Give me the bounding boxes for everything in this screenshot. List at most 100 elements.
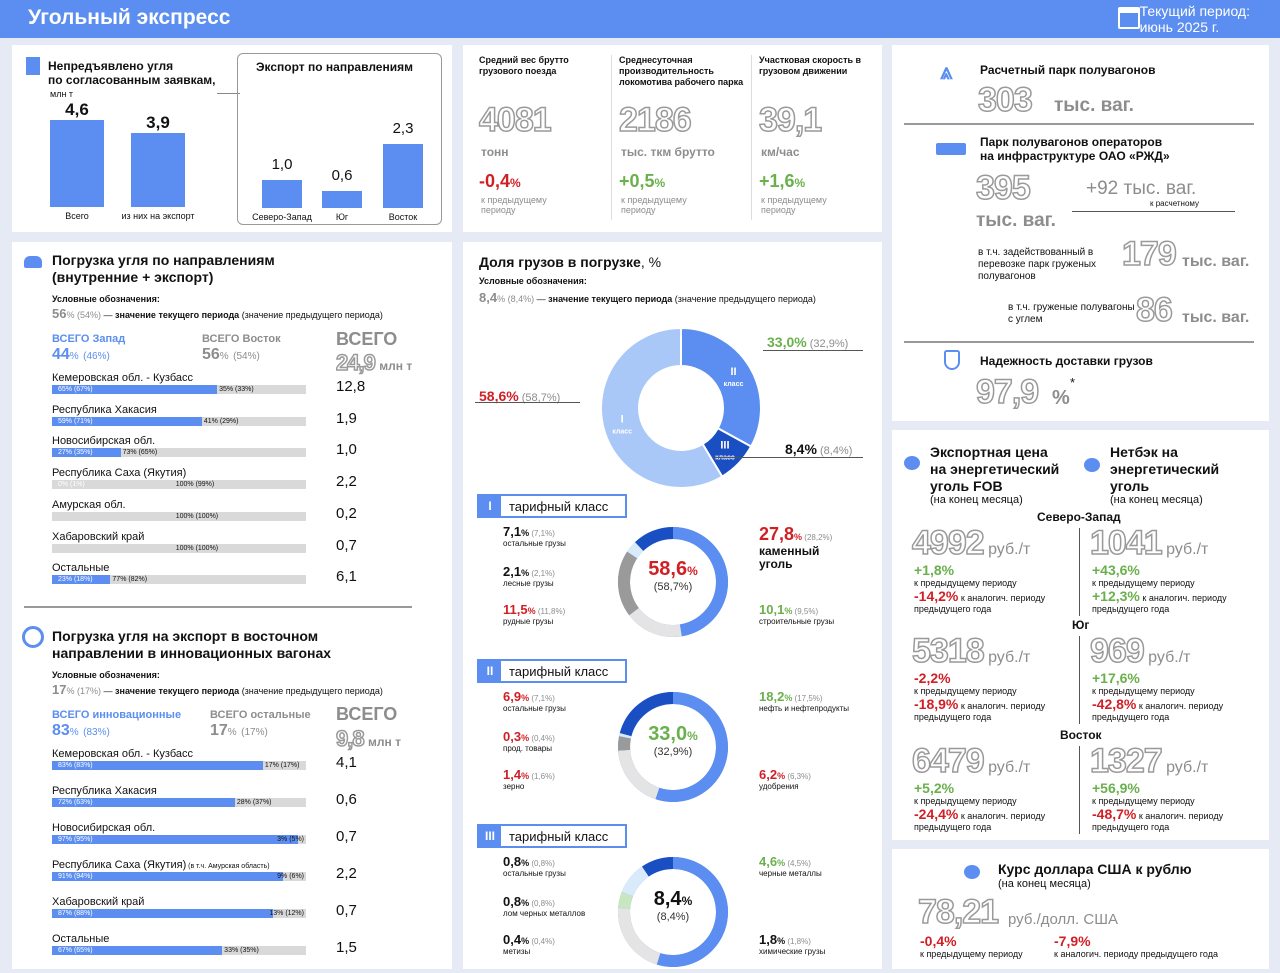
- kpi-title: Участковая скорость в грузовом движении: [759, 55, 862, 76]
- innov-a-total: 83% (83%): [52, 722, 110, 739]
- donut-slice: [600, 326, 724, 489]
- export-bar: [322, 191, 362, 208]
- region-share-bar: 59% (71%) 41% (29%): [52, 416, 306, 426]
- region-share-bar: 65% (67%) 35% (33%): [52, 385, 306, 394]
- kpi-unit: тыс. ткм брутто: [621, 145, 715, 159]
- region-share-right: 17% (17%): [264, 762, 300, 769]
- ring-segment: [619, 692, 674, 737]
- ops-fleet-delta-note: к расчетному: [1150, 199, 1200, 208]
- region-share-left: 27% (35%): [58, 449, 93, 457]
- tariff-class-center: 33,0% (32,9%): [648, 723, 698, 758]
- region-share-bar: 97% (95%) 3% (5%): [52, 835, 306, 844]
- donut-slice-label: 33,0% (32,9%): [767, 334, 849, 350]
- ring-segment: [618, 551, 639, 616]
- region-total: 1,0: [336, 441, 357, 459]
- used-fleet-value: 179: [1121, 234, 1177, 274]
- share-legend: 8,4% (8,4%) — значение текущего периода …: [479, 290, 816, 305]
- region-name: Остальные: [52, 933, 110, 945]
- region-name: Новосибирская обл.: [52, 822, 156, 834]
- shield-icon: [944, 350, 960, 370]
- region-share-bar: 23% (18%) 77% (82%): [52, 575, 306, 585]
- used-fleet-unit: тыс. ваг.: [1182, 253, 1250, 270]
- fob-price: 4992 руб./т: [911, 523, 1031, 563]
- innovation-icon: [22, 626, 44, 648]
- reliability-pct: %: [1052, 387, 1070, 409]
- loading-total-label: ВСЕГО: [336, 329, 398, 349]
- export-directions-box: Экспорт по направлениям 1,0 Северо-Запад 0…: [237, 53, 442, 225]
- not-shipped-title: Непредъявлено угля по согласованным заяв…: [48, 59, 216, 87]
- fob-price: 6479 руб./т: [911, 741, 1031, 781]
- tariff-class-ring: [618, 527, 728, 637]
- donut-slice-roman: I: [621, 413, 624, 425]
- region-share-fill: [52, 761, 263, 770]
- header-bar: Угольный экспресс Текущий период: июнь 2…: [0, 0, 1280, 38]
- price-change-year: -18,9% к аналогич. периоду: [914, 696, 1046, 712]
- fob-sub: (на конец месяца): [930, 494, 1023, 506]
- region-heading: Восток: [1060, 728, 1102, 742]
- region-share-bar: 87% (88%) 13% (12%): [52, 909, 306, 918]
- region-share-right: 77% (82%): [112, 576, 148, 584]
- kpi-value: 2186: [618, 100, 692, 140]
- kpi-change: +0,5%: [619, 171, 666, 191]
- ring-segment: [618, 736, 631, 751]
- innov-b-label: ВСЕГО остальные: [210, 709, 311, 721]
- ring-segment: [656, 857, 728, 967]
- region-name: Хабаровский край: [52, 896, 145, 908]
- fob-price: 5318 руб./т: [911, 631, 1031, 671]
- not-shipped-label: Всего: [65, 211, 89, 221]
- region-share-right: 73% (65%): [122, 449, 158, 457]
- not-shipped-panel: Непредъявлено угля по согласованным заяв…: [12, 45, 452, 232]
- region-total: 2,2: [336, 473, 357, 491]
- loading-panel: Погрузка угля по направлениям (внутренни…: [12, 242, 452, 969]
- export-bar: [262, 180, 302, 208]
- tariff-class-center: 8,4% (8,4%): [653, 888, 693, 923]
- region-total: 0,7: [336, 828, 357, 845]
- cargo-item: 0,4% (0,4%) метизы: [503, 932, 555, 956]
- kpi-value: 4081: [478, 100, 552, 140]
- prices-panel: Экспортная цена на энергетический уголь …: [892, 430, 1269, 840]
- region-share-left: 23% (18%): [58, 576, 93, 584]
- tariff-class-roman: III: [479, 826, 501, 846]
- coal-fleet-unit: тыс. ваг.: [1182, 309, 1250, 326]
- loading-legend-head: Условные обозначения:: [52, 294, 160, 304]
- netback-sub: (на конец месяца): [1110, 494, 1203, 506]
- region-share-fill: [52, 448, 121, 458]
- reliability-star: *: [1070, 375, 1076, 390]
- ring-segment: [629, 607, 682, 637]
- ring-segment: [627, 542, 644, 559]
- region-heading: Юг: [1072, 618, 1090, 632]
- region-name: Амурская обл.: [52, 498, 126, 511]
- price-change-year: -42,8% к аналогич. периоду: [1092, 696, 1224, 712]
- calendar-icon: [1118, 7, 1140, 29]
- innov-a-label: ВСЕГО инновационные: [52, 709, 182, 721]
- region-heading: Северо-Запад: [1037, 510, 1121, 524]
- not-shipped-unit: млн т: [50, 89, 74, 99]
- donut-slice-label: 58,6% (58,7%): [479, 388, 561, 404]
- kpi-title: Среднесуточная производительность локомо…: [619, 55, 744, 87]
- region-name: Республика Хакасия: [52, 785, 157, 797]
- region-share-right: 100% (100%): [175, 512, 219, 520]
- fob-title: Экспортная цена на энергетический уголь …: [930, 444, 1060, 494]
- region-total: 0,7: [336, 902, 357, 919]
- west-total-label: ВСЕГО Запад: [52, 333, 126, 345]
- region-share-right: 33% (35%): [224, 947, 259, 954]
- region-total: 4,1: [336, 754, 357, 771]
- coins-icon: [964, 865, 980, 879]
- price-change-month: -2,2%: [914, 670, 951, 686]
- tariff-class-label: тарифный класс: [509, 499, 609, 514]
- not-shipped-value: 4,6: [65, 99, 89, 119]
- ring-segment: [655, 692, 728, 802]
- cargo-item: 27,8% (28,2%) каменный уголь: [759, 524, 833, 571]
- ops-fleet-delta: +92 тыс. ваг.: [1086, 178, 1197, 199]
- region-share-bar: 27% (35%) 73% (65%): [52, 448, 306, 458]
- region-share-bar: 67% (65%) 33% (35%): [52, 946, 306, 955]
- price-change-month: +56,9%: [1092, 780, 1140, 796]
- region-name: Кемеровская обл. - Кузбасс: [52, 372, 194, 384]
- ops-fleet-title: Парк полувагонов операторов на инфрастру…: [980, 135, 1170, 163]
- cargo-item: 4,6% (4,5%) черные металлы: [759, 854, 822, 878]
- region-name: Республика Саха (Якутия): [52, 467, 187, 480]
- usd-change-month-note: к предыдущему периоду: [920, 949, 1023, 959]
- region-share-bar: 91% (94%) 9% (6%): [52, 872, 306, 881]
- tariff-class-roman: II: [479, 661, 501, 681]
- tariff-class-chip: III тарифный класс: [477, 824, 627, 848]
